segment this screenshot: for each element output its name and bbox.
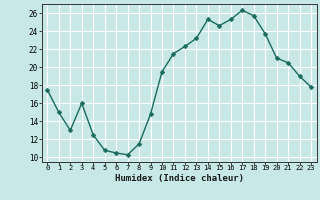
X-axis label: Humidex (Indice chaleur): Humidex (Indice chaleur) bbox=[115, 174, 244, 183]
